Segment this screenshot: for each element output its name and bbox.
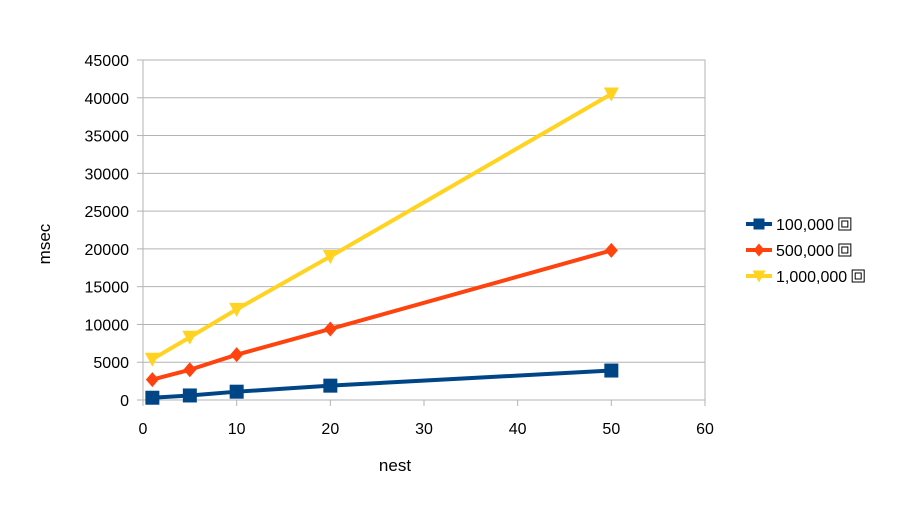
data-point — [229, 302, 245, 317]
legend-marker — [752, 270, 766, 283]
legend-item: 1,000,000 — [746, 269, 865, 286]
x-axis-label: nest — [379, 456, 411, 475]
series-500000 — [145, 242, 618, 388]
data-point — [604, 242, 618, 258]
legend-item: 500,000 — [746, 243, 852, 260]
y-tick-label: 10000 — [85, 317, 130, 334]
data-point — [322, 249, 338, 264]
legend-label: 500,000 — [776, 243, 834, 260]
data-point — [145, 390, 160, 405]
data-point — [323, 321, 337, 337]
x-tick-label: 20 — [321, 421, 339, 438]
data-point — [182, 388, 197, 403]
y-tick-label: 15000 — [85, 280, 130, 297]
legend-marker — [753, 218, 765, 230]
y-tick-label: 30000 — [85, 166, 130, 183]
y-tick-label: 35000 — [85, 129, 130, 146]
x-tick-label: 0 — [139, 421, 148, 438]
data-point — [603, 87, 619, 102]
plot-area — [142, 59, 706, 401]
x-tick-label: 40 — [509, 421, 527, 438]
series-line — [152, 368, 612, 400]
data-point — [145, 372, 159, 388]
x-tick-label: 60 — [696, 421, 714, 438]
data-point — [182, 330, 198, 345]
y-axis-ticks: 0 5000 10000 15000 20000 25000 30000 35000 40000… — [85, 53, 143, 410]
legend-label: 1,000,000 — [776, 269, 847, 286]
legend-marker — [753, 243, 765, 257]
legend-item: 100,000 — [746, 217, 852, 234]
series-line — [151, 92, 613, 361]
y-tick-label: 40000 — [85, 91, 130, 108]
data-point — [230, 347, 244, 363]
x-tick-label: 10 — [228, 421, 246, 438]
legend-label: 100,000 — [776, 217, 834, 234]
series-line — [151, 248, 612, 382]
data-point — [229, 384, 244, 399]
legend-box-icon — [838, 243, 852, 257]
data-point — [183, 362, 197, 378]
series-1000000 — [144, 87, 619, 367]
legend-box-icon — [838, 217, 852, 231]
y-tick-label: 20000 — [85, 242, 130, 259]
data-point — [604, 363, 619, 378]
gridlines — [143, 59, 705, 401]
y-tick-label: 25000 — [85, 204, 130, 221]
x-tick-label: 30 — [415, 421, 433, 438]
x-tick-label: 50 — [602, 421, 620, 438]
series-100000 — [145, 363, 619, 405]
legend-box-icon — [851, 269, 865, 283]
legend: 100,000 500,000 1,000,000 — [746, 217, 865, 286]
y-tick-label: 45000 — [85, 53, 130, 70]
y-tick-label: 0 — [120, 393, 129, 410]
data-point — [144, 352, 160, 367]
data-point — [323, 378, 338, 393]
y-tick-label: 5000 — [93, 355, 129, 372]
x-axis-ticks: 0 10 20 30 40 50 60 — [139, 400, 714, 438]
y-axis-label: msec — [35, 223, 54, 264]
series-layer — [144, 87, 619, 405]
